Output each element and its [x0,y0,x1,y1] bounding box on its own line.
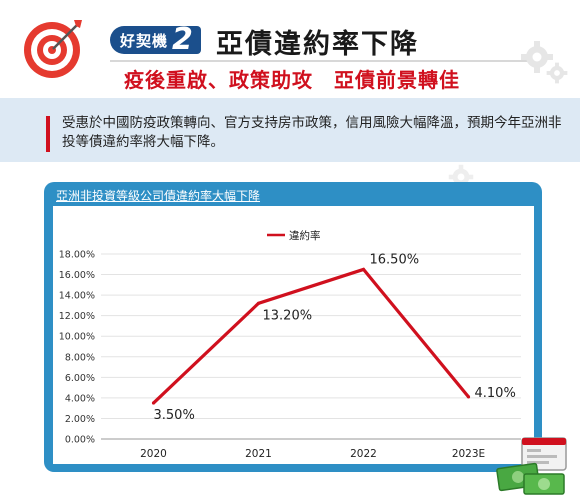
data-point [256,301,261,305]
chart-card: 0.00% 2.00% 4.00% 6.00% 8.00% 10.00% 12.00% 14.… [53,206,534,464]
page-title: 亞債違約率下降 [216,29,419,60]
title-divider [110,60,530,62]
x-tick-label: 2021 [245,448,272,460]
data-label: 3.50% [154,408,195,423]
y-tick-label: 14.00% [59,291,95,302]
y-tick-label: 10.00% [59,332,95,343]
data-point [466,395,471,399]
legend-entry: 違約率 [289,229,321,242]
y-tick-label: 2.00% [65,414,95,425]
y-tick-label: 6.00% [65,373,95,384]
target-icon [24,20,82,78]
intro-accent-bar [46,116,50,152]
x-tick-label: 2020 [140,448,167,460]
data-point [151,401,156,405]
gear-icon [521,41,553,73]
y-tick-label: 0.00% [65,435,95,446]
chart-title: 亞洲非投資等級公司債違約率大幅下降 [56,189,261,203]
intro-panel: 受惠於中國防疫政策轉向、官方支持房市政策，信用風險大幅降溫，預期今年亞洲非投等債… [0,98,580,162]
data-point [361,267,366,272]
badge-text: 好契機 [120,31,169,50]
y-tick-label: 18.00% [59,250,95,261]
y-tick-label: 4.00% [65,393,95,404]
money-illustration-icon [496,437,567,495]
gear-icon [546,62,568,84]
section-badge: 好契機 2 [110,22,201,57]
x-tick-label: 2023E [452,448,485,460]
series-line [152,267,470,405]
data-label: 16.50% [370,252,420,267]
y-tick-label: 12.00% [59,311,95,322]
y-tick-label: 16.00% [59,270,95,281]
intro-text: 受惠於中國防疫政策轉向、官方支持房市政策，信用風險大幅降溫，預期今年亞洲非投等債… [62,115,562,150]
line-chart: 0.00% 2.00% 4.00% 6.00% 8.00% 10.00% 12.00% 14.… [59,229,521,460]
header: 好契機 2 亞債違約率下降 疫後重啟、政策助攻 亞債前景轉佳 [0,0,580,92]
x-tick-label: 2022 [350,448,377,460]
badge-number: 2 [172,22,193,57]
y-tick-label: 8.00% [65,352,95,363]
data-label: 13.20% [263,308,313,323]
data-label: 4.10% [475,386,516,401]
page-subtitle: 疫後重啟、政策助攻 亞債前景轉佳 [124,68,460,92]
